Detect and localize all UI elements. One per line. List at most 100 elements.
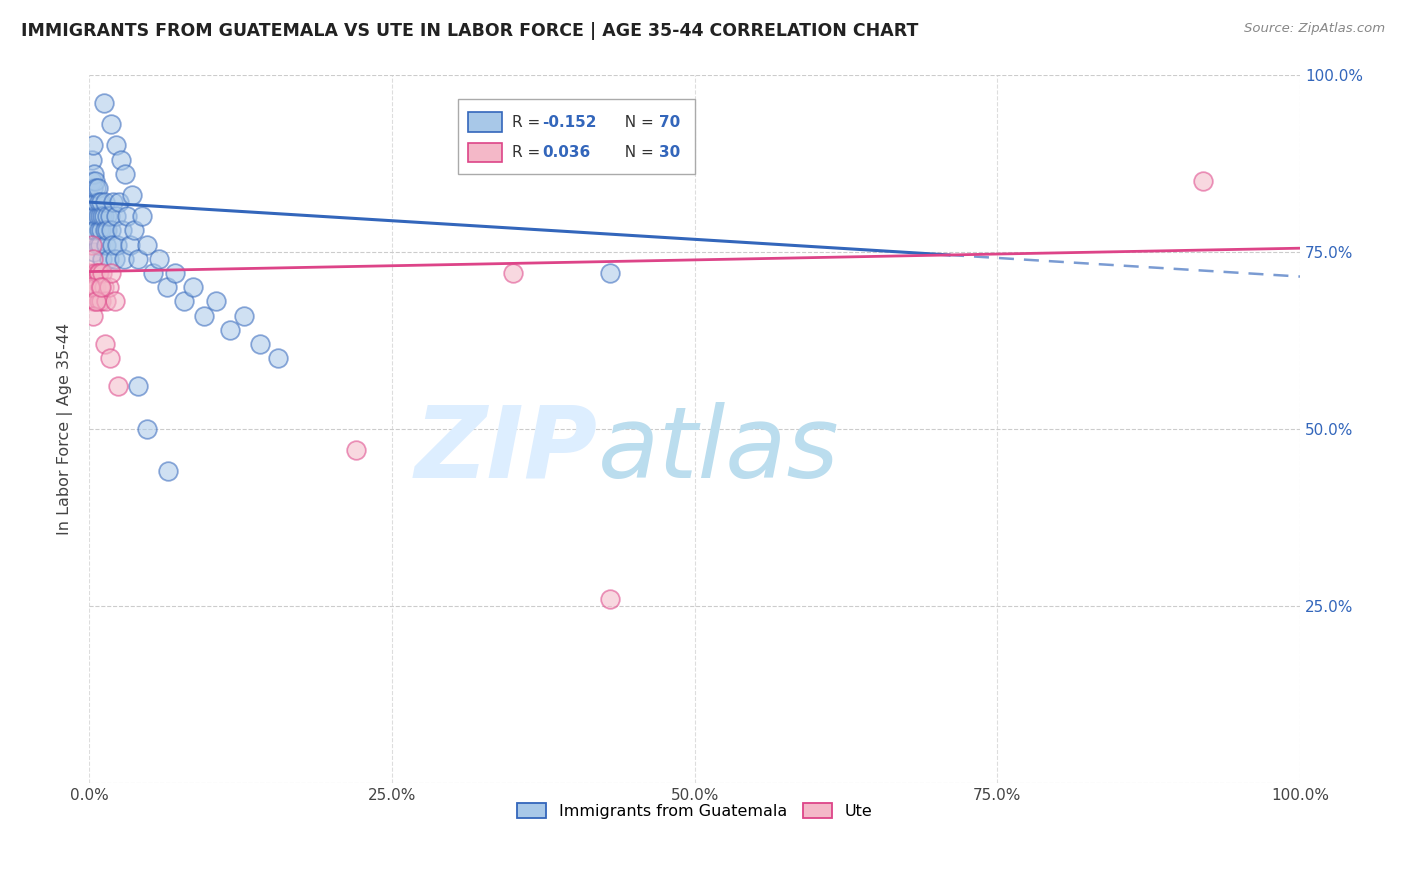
Point [100, 223, 122, 237]
Point [79, 195, 101, 210]
Point [112, 252, 135, 266]
Point [86, 237, 108, 252]
Point [79, 266, 101, 280]
Point [100, 266, 122, 280]
Point [86, 195, 108, 210]
Point [84, 223, 107, 237]
Text: IMMIGRANTS FROM GUATEMALA VS UTE IN LABOR FORCE | AGE 35-44 CORRELATION CHART: IMMIGRANTS FROM GUATEMALA VS UTE IN LABO… [21, 22, 918, 40]
Point [156, 465, 179, 479]
Point [91, 252, 114, 266]
Point [103, 252, 125, 266]
Point [93, 209, 115, 223]
Point [93, 95, 115, 110]
Point [94, 337, 117, 351]
Point [127, 379, 149, 393]
Point [79, 280, 101, 294]
Point [105, 237, 128, 252]
Legend: Immigrants from Guatemala, Ute: Immigrants from Guatemala, Ute [510, 797, 879, 825]
Point [104, 138, 127, 153]
Point [344, 443, 367, 458]
Point [108, 195, 131, 210]
Point [83, 244, 105, 259]
Point [114, 167, 136, 181]
Point [82, 309, 104, 323]
Point [249, 337, 271, 351]
Point [181, 280, 204, 294]
Point [82, 181, 104, 195]
Point [142, 266, 165, 280]
Text: ZIP: ZIP [415, 401, 598, 499]
Point [87, 266, 110, 280]
Text: N =: N = [614, 114, 658, 129]
Point [267, 351, 290, 365]
Text: atlas: atlas [598, 401, 839, 499]
Y-axis label: In Labor Force | Age 35-44: In Labor Force | Age 35-44 [58, 323, 73, 535]
Point [136, 422, 159, 436]
Point [87, 223, 110, 237]
Point [502, 266, 524, 280]
Point [83, 167, 105, 181]
Point [94, 294, 117, 309]
Point [94, 223, 117, 237]
Point [90, 223, 112, 237]
Point [84, 174, 107, 188]
Point [91, 209, 114, 223]
Point [107, 379, 129, 393]
Point [96, 223, 118, 237]
Point [104, 209, 127, 223]
Point [84, 294, 107, 309]
Point [80, 174, 103, 188]
Point [82, 252, 104, 266]
Point [127, 252, 149, 266]
Point [599, 592, 621, 607]
Point [82, 138, 104, 153]
Point [96, 209, 118, 223]
Point [101, 237, 124, 252]
Point [86, 181, 108, 195]
Point [84, 266, 107, 280]
Point [218, 323, 240, 337]
Point [148, 252, 170, 266]
Point [94, 195, 117, 210]
Point [83, 209, 105, 223]
Point [205, 294, 228, 309]
Point [83, 280, 105, 294]
Point [87, 294, 110, 309]
Point [93, 280, 115, 294]
Point [82, 223, 104, 237]
Point [87, 195, 110, 210]
Text: R =: R = [512, 114, 546, 129]
Text: N =: N = [614, 145, 658, 160]
Point [100, 117, 122, 131]
Point [110, 153, 132, 167]
Point [89, 237, 111, 252]
Point [90, 294, 112, 309]
Point [94, 237, 117, 252]
Point [136, 237, 159, 252]
Text: 30: 30 [659, 145, 681, 160]
Text: 70: 70 [659, 114, 681, 129]
Point [111, 223, 134, 237]
Point [86, 181, 108, 195]
Point [173, 294, 195, 309]
Point [121, 188, 143, 202]
Text: R =: R = [512, 145, 546, 160]
Point [103, 195, 125, 210]
FancyBboxPatch shape [468, 112, 502, 132]
Point [193, 309, 215, 323]
Point [103, 294, 125, 309]
Point [86, 209, 108, 223]
Point [84, 209, 107, 223]
Point [122, 223, 145, 237]
Text: Source: ZipAtlas.com: Source: ZipAtlas.com [1244, 22, 1385, 36]
Point [233, 309, 256, 323]
Point [98, 209, 121, 223]
Point [165, 266, 187, 280]
Point [97, 280, 120, 294]
Point [80, 237, 103, 252]
Point [86, 266, 108, 280]
Point [91, 266, 114, 280]
Point [1192, 174, 1215, 188]
Point [86, 280, 108, 294]
Point [90, 195, 112, 210]
